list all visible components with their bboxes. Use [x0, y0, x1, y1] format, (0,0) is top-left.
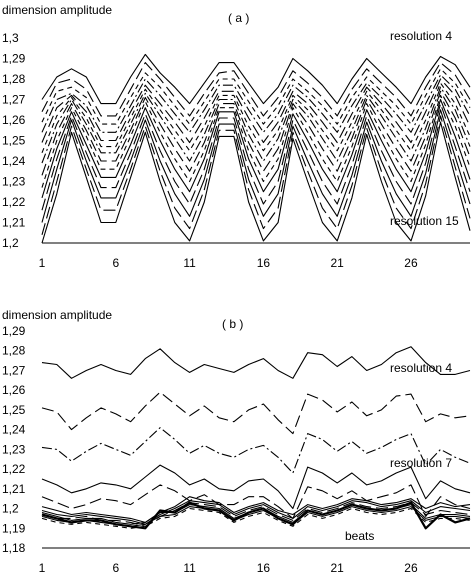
panel-a-series-line-6 [41, 82, 471, 154]
panel-a-series-line-8 [41, 90, 471, 176]
panel-b-y-tick-label: 1,28 [2, 344, 26, 358]
panel-a-x-tick-label: 1 [39, 256, 46, 270]
panel-b-annotation-beats: beats [345, 529, 374, 543]
panel-a-series-line-2 [41, 62, 471, 117]
panel-b-series-line-3 [41, 427, 471, 474]
panel-b-series-line-12 [41, 501, 471, 530]
panel-b-y-tick-label: 1,21 [2, 482, 26, 496]
panel-b-series-line-5 [41, 484, 471, 519]
panel-b-y-tick-label: 1,24 [2, 423, 26, 437]
panel-a-series-line-9 [41, 94, 471, 188]
panel-b-series-line-2 [41, 391, 471, 435]
panel-b-x-tick-label: 26 [404, 561, 418, 575]
panel-b-series-line-8 [41, 502, 471, 527]
panel-a-series-line-14 [41, 121, 471, 244]
panel-a-y-tick-label: 1,21 [2, 216, 26, 230]
panel-b-y-tick-label: 1,29 [2, 324, 26, 338]
panel-a-y-tick-label: 1,25 [2, 134, 26, 148]
panel-b-series-line-6 [41, 496, 471, 523]
panel-a-y-tick-label: 1,26 [2, 113, 26, 127]
panel-a-series-line-12 [41, 109, 471, 223]
panel-b-y-tick-label: 1,23 [2, 442, 26, 456]
panel-a-y-axis-label: dimension amplitude [2, 3, 112, 17]
panel-a-y-tick-label: 1,28 [2, 72, 26, 86]
panel-a-x-tick-label: 16 [257, 256, 271, 270]
panel-b-series-line-1 [41, 346, 471, 379]
panel-b-series-line-11 [41, 507, 471, 529]
panel-a-y-tick-label: 1,2 [2, 236, 19, 250]
panel-b-x-tick-label: 1 [39, 561, 46, 575]
panel-b-series-line-7 [41, 500, 471, 525]
panel-a-chart: dimension amplitude ( a ) resolution 4 r… [2, 3, 471, 270]
panel-b-y-tick-label: 1,18 [2, 541, 26, 555]
panel-a-y-tick-label: 1,24 [2, 154, 26, 168]
panel-b-y-tick-label: 1,22 [2, 462, 26, 476]
panel-b-y-axis-label: dimension amplitude [2, 308, 112, 322]
panel-a-series-line-1 [41, 53, 471, 105]
panel-a-x-tick-label: 6 [112, 256, 119, 270]
panel-b-x-tick-label: 16 [257, 561, 271, 575]
panel-b-y-tick-label: 1,27 [2, 363, 26, 377]
panel-a-y-tick-label: 1,27 [2, 93, 26, 107]
panel-b-y-tick-label: 1,19 [2, 521, 26, 535]
panel-a-y-tick-label: 1,29 [2, 52, 26, 66]
panel-b-x-tick-label: 21 [330, 561, 344, 575]
panel-b-chart: dimension amplitude ( b ) resolution 4 r… [2, 308, 471, 575]
panel-a-x-tick-label: 21 [330, 256, 344, 270]
panel-b-y-tick-label: 1,25 [2, 403, 26, 417]
panel-b-label: ( b ) [222, 317, 243, 331]
panel-a-y-tick-label: 1,23 [2, 175, 26, 189]
panel-a-x-tick-label: 11 [183, 256, 196, 270]
panel-a-y-tick-label: 1,22 [2, 195, 26, 209]
panel-a-x-tick-label: 26 [404, 256, 418, 270]
panel-b-x-tick-label: 6 [112, 561, 119, 575]
panel-a-y-tick-label: 1,3 [2, 31, 19, 45]
panel-b-y-tick-label: 1,2 [2, 502, 19, 516]
panel-a-series-line-10 [41, 98, 471, 199]
panel-a-annotation-resolution-4: resolution 4 [390, 29, 452, 43]
panel-a-label: ( a ) [228, 11, 249, 25]
panel-a-annotation-resolution-15: resolution 15 [390, 214, 459, 228]
panel-a-series-line-4 [41, 74, 471, 133]
panel-b-series-line-4 [41, 464, 471, 510]
panel-b-annotation-resolution-4: resolution 4 [390, 361, 452, 375]
panel-a-series-line-13 [41, 115, 471, 235]
panel-a-series-line-11 [41, 103, 471, 211]
panel-b-x-tick-label: 11 [183, 561, 196, 575]
panel-a-series-line-3 [41, 68, 471, 125]
panel-a-series-line-5 [41, 78, 471, 144]
panel-b-annotation-resolution-7: resolution 7 [390, 456, 452, 470]
panel-b-y-tick-label: 1,26 [2, 383, 26, 397]
